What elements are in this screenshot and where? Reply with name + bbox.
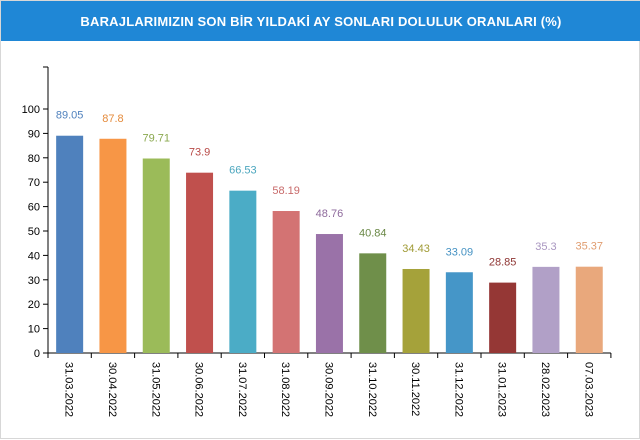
y-tick-label: 80 [28,153,40,165]
y-tick-label: 50 [28,226,40,238]
bar [229,190,257,353]
bar [99,138,127,353]
data-label: 87.8 [102,113,123,125]
data-label: 34.43 [402,243,430,255]
chart-header: BARAJLARIMIZIN SON BİR YILDAKİ AY SONLAR… [1,1,640,41]
data-label: 33.09 [446,246,474,258]
x-tick-label: 31.03.2022 [63,362,75,417]
bar [56,135,84,353]
x-tick-label: 31.10.2022 [366,362,378,417]
x-tick-label: 31.07.2022 [236,362,248,417]
x-tick-label: 30.09.2022 [322,362,334,417]
data-label: 79.71 [142,133,170,145]
y-tick-label: 100 [22,104,40,116]
data-label: 35.3 [535,241,556,253]
data-label: 73.9 [189,147,210,159]
data-label: 35.37 [575,241,603,253]
data-label: 28.85 [489,257,517,269]
x-tick-label: 30.06.2022 [193,362,205,417]
chart-title: BARAJLARIMIZIN SON BİR YILDAKİ AY SONLAR… [80,13,562,29]
x-tick-label: 31.12.2022 [452,362,464,417]
x-tick-label: 31.01.2023 [496,362,508,417]
y-tick-label: 0 [34,348,40,360]
bar [142,158,170,353]
bar [575,266,603,353]
y-tick-label: 60 [28,202,40,214]
x-tick-label: 07.03.2023 [582,362,594,417]
bar [402,268,430,353]
y-tick-label: 90 [28,128,40,140]
bar [272,211,300,353]
bar [186,172,214,353]
data-label: 58.19 [272,185,300,197]
x-tick-label: 30.04.2022 [106,362,118,417]
x-tick-label: 30.11.2022 [409,362,421,416]
y-tick-label: 10 [28,324,40,336]
data-label: 89.05 [56,110,84,122]
data-label: 66.53 [229,165,257,177]
x-tick-label: 31.08.2022 [279,362,291,417]
y-tick-label: 30 [28,275,40,287]
y-tick-label: 70 [28,177,40,189]
bar [489,282,517,353]
x-tick-label: 28.02.2023 [539,362,551,417]
x-tick-label: 31.05.2022 [149,362,161,417]
bar [445,272,473,353]
bar [532,266,560,353]
data-label: 40.84 [359,227,387,239]
data-label: 48.76 [316,208,344,220]
bar [359,253,387,353]
bar [315,234,343,353]
y-tick-label: 20 [28,299,40,311]
y-tick-label: 40 [28,250,40,262]
